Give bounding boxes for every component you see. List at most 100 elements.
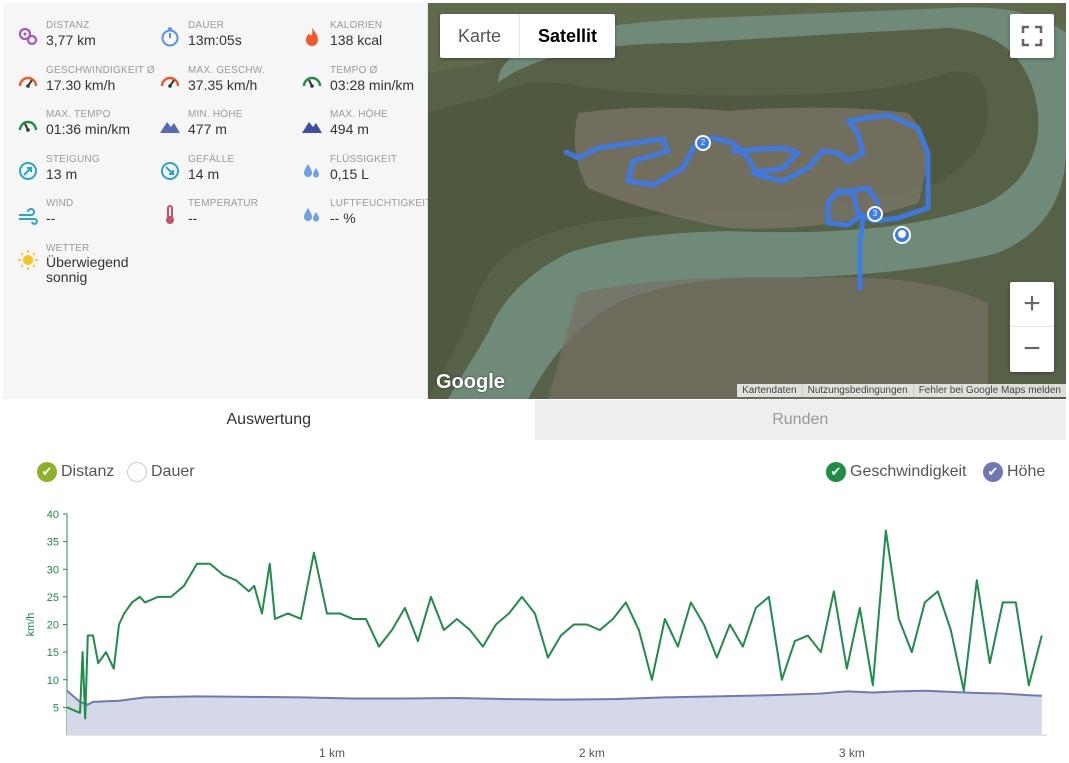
x-tick-label: 3 km (839, 746, 865, 760)
toggle-altitude[interactable]: ✔ Höhe (983, 462, 1045, 482)
y-tick-label: 15 (47, 647, 59, 659)
stat-value: -- (46, 210, 56, 226)
sun-icon (17, 249, 39, 271)
y-tick-label: 10 (47, 675, 59, 687)
toggle-speed-label: Geschwindigkeit (850, 463, 967, 480)
stopwatch-icon (159, 26, 181, 48)
x-tick-label: 2 km (579, 746, 605, 760)
stat-label: MAX. TEMPO (46, 109, 111, 120)
toggle-duration[interactable]: Dauer (127, 462, 195, 482)
altitude-area (67, 690, 1042, 735)
stat-label: WIND (46, 198, 74, 209)
checkmark-icon: ✔ (37, 462, 57, 482)
stat-value: 0,15 L (330, 165, 369, 182)
stat-gefälle: GEFÄLLE 14 m (145, 142, 285, 186)
stat-value: 03:28 min/km (330, 76, 415, 93)
mountain-icon (159, 115, 181, 137)
stat-label: TEMPO Ø (330, 64, 378, 76)
tab-runden[interactable]: Runden (534, 400, 1066, 440)
speed-altitude-chart: 5 10 15 20 25 30 35 40 km/h 1 km 2 km 3 km (25, 509, 1047, 760)
checkmark-icon: ✔ (983, 462, 1003, 482)
stat-value: 138 kcal (330, 32, 383, 48)
stat-flüssigkeit: FLÜSSIGKEIT 0,15 L (287, 142, 427, 186)
stat-dauer: DAUER 13m:05s (145, 8, 285, 52)
toggle-distance-label: Distanz (61, 463, 115, 480)
altitude-line (66, 689, 1042, 706)
ascent-icon (17, 160, 39, 182)
x-tick-label: 1 km (319, 746, 345, 760)
speedometer-icon (17, 71, 39, 93)
thermometer-icon (159, 204, 181, 226)
fullscreen-button[interactable] (1010, 14, 1054, 58)
zoom-out-button[interactable]: − (1023, 332, 1041, 365)
stat-value: 494 m (330, 121, 369, 137)
terms-link[interactable]: Nutzungsbedingungen (801, 384, 913, 397)
stat-geschwindigkeit: GESCHWINDIGKEIT Ø 17.30 km/h (3, 53, 155, 97)
route-marker-3[interactable]: 3 (872, 209, 878, 218)
mountain-icon (301, 115, 323, 137)
fullscreen-icon (1021, 25, 1043, 47)
tab-auswertung[interactable]: Auswertung (3, 400, 535, 440)
map-data-link[interactable]: Kartendaten (742, 385, 797, 396)
map-type-switcher: Karte Satellit (440, 14, 616, 58)
stat-value: 17.30 km/h (46, 76, 116, 93)
unchecked-circle-icon (127, 462, 147, 482)
stat-wind: WIND -- (3, 186, 143, 230)
y-tick-label: 35 (47, 537, 59, 549)
stat-value: -- (188, 210, 198, 226)
pace-icon (301, 71, 323, 93)
route-marker-2[interactable]: 2 (700, 138, 706, 147)
descent-icon (159, 160, 181, 182)
toggle-altitude-label: Höhe (1007, 463, 1046, 480)
toggle-duration-label: Dauer (151, 463, 195, 480)
google-logo: Google (436, 371, 505, 393)
stat-label: FLÜSSIGKEIT (330, 153, 398, 165)
zoom-in-button[interactable]: + (1010, 282, 1054, 327)
y-tick-label: 20 (47, 620, 59, 632)
stat-label: GEFÄLLE (188, 153, 235, 165)
stat-steigung: STEIGUNG 13 m (3, 142, 143, 186)
stat-label: DAUER (188, 20, 225, 31)
wind-icon (17, 204, 39, 226)
map-type-karte-button[interactable]: Karte (458, 26, 502, 46)
stat-luftfeuchtigkeit: LUFTFEUCHTIGKEIT -- % (287, 186, 431, 230)
location-pin-icon[interactable] (898, 230, 906, 238)
stat-label: WETTER (46, 242, 90, 254)
stat-value: 37.35 km/h (188, 76, 258, 93)
stat-label: STEIGUNG (46, 153, 100, 165)
map-attribution: Kartendaten Nutzungsbedingungen Fehler b… (737, 384, 1066, 397)
stat-tempo: TEMPO Ø 03:28 min/km (287, 53, 427, 97)
speed-line (66, 529, 1043, 720)
stat-label: MIN. HÖHE (188, 109, 243, 120)
distance-icon (17, 26, 39, 48)
checkmark-icon: ✔ (826, 462, 846, 482)
report-error-link[interactable]: Fehler bei Google Maps melden (912, 384, 1066, 397)
stat-distanz: DISTANZ 3,77 km (3, 8, 143, 52)
stat-value: 14 m (188, 165, 220, 182)
stat-label: MAX. HÖHE (330, 109, 388, 120)
stat-min-höhe: MIN. HÖHE 477 m (145, 97, 285, 141)
drops-icon (301, 160, 323, 182)
route-map[interactable]: 2 3 Karte Satellit + − Google Kartendate… (428, 3, 1066, 399)
stat-max-geschw: MAX. GESCHW. 37.35 km/h (145, 53, 285, 97)
stat-value: 13m:05s (188, 32, 242, 48)
stat-value: 477 m (188, 121, 227, 137)
stat-kalorien: KALORIEN 138 kcal (287, 8, 427, 52)
zoom-control: + − (1010, 282, 1054, 372)
stat-value: 13 m (46, 165, 78, 182)
stat-label: DISTANZ (46, 20, 90, 31)
toggle-speed[interactable]: ✔ Geschwindigkeit (826, 462, 967, 482)
speedometer-icon (159, 71, 181, 93)
stats-panel: DISTANZ 3,77 km DAUER 13m:05s KALORIEN 1… (3, 3, 431, 399)
stat-value: 01:36 min/km (46, 121, 131, 137)
toggle-distance[interactable]: ✔ Distanz (37, 462, 114, 482)
y-axis-label: km/h (25, 613, 37, 637)
stat-label: LUFTFEUCHTIGKEIT (330, 198, 432, 209)
stat-label: KALORIEN (330, 20, 383, 31)
satellite-imagery (428, 3, 1066, 399)
stat-max-höhe: MAX. HÖHE 494 m (287, 97, 427, 141)
y-tick-label: 30 (47, 564, 59, 576)
y-tick-label: 40 (47, 509, 59, 521)
map-type-satellit-button[interactable]: Satellit (519, 14, 615, 58)
